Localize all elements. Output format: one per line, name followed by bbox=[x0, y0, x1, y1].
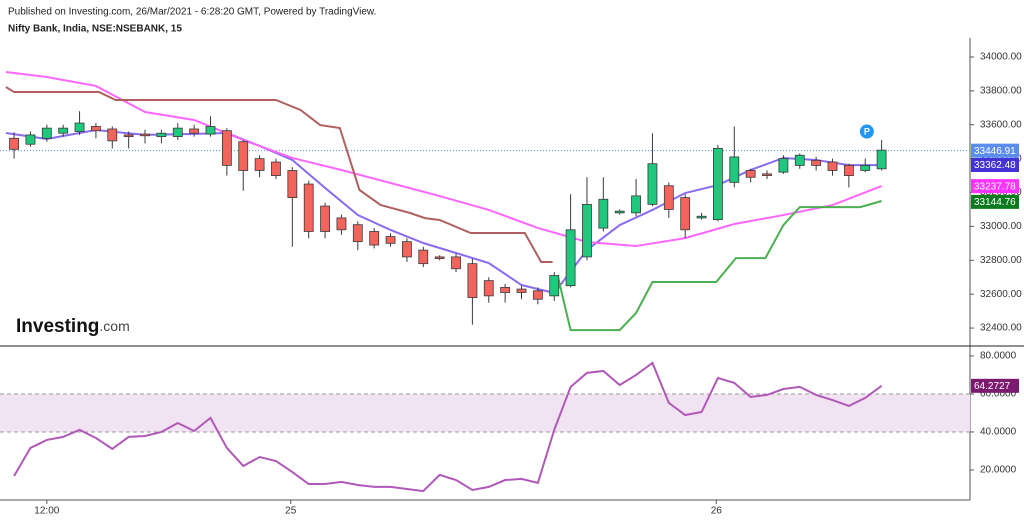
candle-body bbox=[614, 210, 625, 214]
candle-body bbox=[532, 290, 543, 300]
candle-body bbox=[598, 198, 609, 229]
candle-body bbox=[336, 217, 347, 231]
candle-body bbox=[843, 165, 854, 176]
candle-body bbox=[369, 231, 380, 246]
y-tick-label: 32600.00 bbox=[980, 289, 1022, 300]
rsi-band bbox=[0, 393, 970, 432]
x-tick-label: 26 bbox=[711, 506, 723, 517]
indicator-line bbox=[5, 71, 882, 248]
candle-body bbox=[140, 133, 150, 137]
candle-body bbox=[123, 134, 134, 138]
candle-body bbox=[418, 249, 429, 265]
price-label-box bbox=[971, 143, 1019, 158]
symbol-title: Nifty Bank, India, NSE:NSEBANK, 15 bbox=[8, 24, 182, 35]
candle-body bbox=[647, 163, 658, 205]
rsi-line bbox=[13, 361, 883, 493]
y-tick-label: 20.0000 bbox=[980, 465, 1017, 476]
candle-body bbox=[287, 170, 298, 198]
price-label-box bbox=[971, 378, 1019, 393]
candle-body bbox=[385, 236, 396, 244]
candle-body bbox=[794, 154, 805, 166]
indicator-line bbox=[5, 86, 553, 263]
price-label: 33446.91 bbox=[974, 146, 1016, 157]
candle-body bbox=[483, 280, 494, 297]
x-tick-label: 25 bbox=[285, 506, 297, 517]
candle-body bbox=[254, 158, 265, 171]
p-marker-label: P bbox=[864, 126, 870, 136]
y-tick-label: 33800.00 bbox=[980, 86, 1022, 97]
candle-body bbox=[582, 203, 592, 258]
price-label: 33237.78 bbox=[974, 181, 1016, 192]
candle-body bbox=[500, 286, 511, 293]
price-label-box bbox=[971, 179, 1019, 194]
candle-body bbox=[745, 170, 756, 178]
candle-body bbox=[9, 137, 19, 150]
p-marker bbox=[859, 124, 874, 139]
candle-body bbox=[467, 263, 478, 298]
price-label: 64.2727 bbox=[974, 381, 1011, 392]
y-tick-label: 32400.00 bbox=[980, 323, 1022, 334]
candle-body bbox=[680, 197, 691, 231]
candle-body bbox=[876, 149, 887, 170]
candle-body bbox=[41, 127, 52, 139]
candle-body bbox=[860, 165, 871, 171]
candle-body bbox=[221, 130, 232, 166]
candle-body bbox=[91, 126, 101, 132]
candle-body bbox=[451, 256, 461, 270]
x-tick-label: 12:00 bbox=[34, 506, 59, 517]
indicator-line bbox=[556, 200, 882, 332]
price-label: 33144.76 bbox=[974, 197, 1016, 208]
y-tick-label: 80.0000 bbox=[980, 351, 1017, 362]
price-label: 33362.48 bbox=[974, 160, 1016, 171]
y-tick-label: 60.0000 bbox=[980, 389, 1017, 400]
candle-body bbox=[811, 159, 822, 166]
published-note: Published on Investing.com, 26/Mar/2021 … bbox=[8, 7, 376, 18]
y-tick-label: 33600.00 bbox=[980, 119, 1022, 130]
candle-body bbox=[25, 134, 36, 145]
candle-body bbox=[729, 156, 740, 183]
indicator-line bbox=[5, 128, 882, 295]
candle-body bbox=[549, 275, 560, 297]
price-label-box bbox=[971, 157, 1019, 172]
logo-brand: Investing bbox=[16, 316, 99, 337]
logo-suffix: .com bbox=[99, 318, 129, 334]
y-tick-label: 33000.00 bbox=[980, 221, 1022, 232]
candle-body bbox=[189, 128, 200, 134]
price-label-box bbox=[971, 194, 1019, 209]
candle-body bbox=[434, 256, 445, 259]
candle-body bbox=[58, 127, 69, 134]
y-tick-label: 32800.00 bbox=[980, 255, 1022, 266]
candle-body bbox=[74, 122, 85, 132]
candle-body bbox=[172, 127, 183, 138]
candle-body bbox=[402, 241, 412, 258]
candle-body bbox=[762, 173, 772, 176]
candle-body bbox=[156, 132, 167, 138]
logo: Investing.com bbox=[16, 316, 130, 337]
candle-body bbox=[827, 161, 838, 171]
candle-body bbox=[631, 195, 641, 214]
candle-body bbox=[696, 215, 707, 219]
candle-body bbox=[663, 185, 674, 210]
y-tick-label: 34000.00 bbox=[980, 52, 1022, 63]
candle-body bbox=[352, 224, 363, 243]
candle-body bbox=[516, 288, 527, 293]
candle-body bbox=[205, 126, 216, 135]
candle-body bbox=[713, 148, 723, 221]
candle-body bbox=[303, 183, 314, 232]
candle-body bbox=[238, 141, 249, 171]
candle-body bbox=[320, 205, 330, 232]
candle-body bbox=[107, 128, 118, 142]
candle-body bbox=[778, 158, 789, 173]
candle-body bbox=[565, 229, 576, 287]
y-tick-label: 40.0000 bbox=[980, 427, 1017, 438]
candle-body bbox=[271, 161, 281, 176]
